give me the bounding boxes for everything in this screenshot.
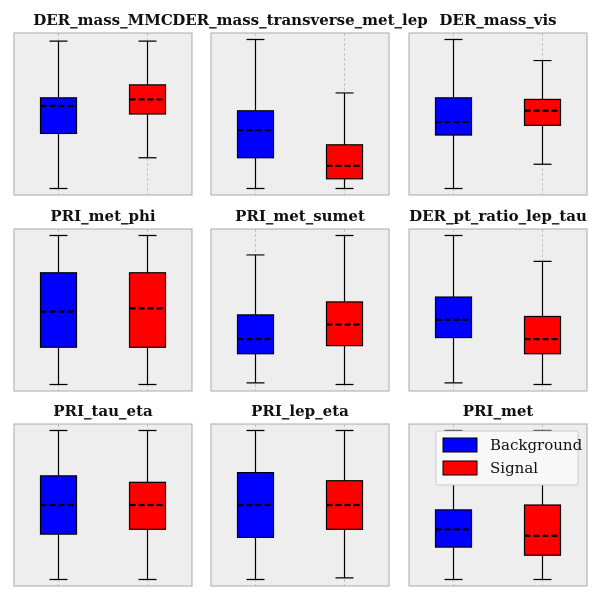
legend-swatch (442, 437, 478, 453)
panel-title: PRI_met_sumet (235, 207, 365, 225)
box-iqr (236, 314, 275, 355)
panel: DER_mass_MMC (13, 11, 193, 196)
panel-title: PRI_met (463, 402, 534, 420)
box-signal (325, 429, 364, 579)
box-signal (128, 429, 167, 581)
box-iqr (434, 296, 473, 339)
legend-label: Signal (490, 459, 538, 477)
box-iqr (523, 504, 562, 556)
panel: DER_pt_ratio_lep_tau (408, 207, 588, 392)
box-iqr (325, 144, 364, 180)
panel-title: DER_mass_transverse_met_lep (172, 11, 428, 29)
box-signal (128, 234, 167, 386)
box-signal (325, 234, 364, 386)
box-iqr (523, 315, 562, 355)
box-background (434, 234, 473, 384)
panel: PRI_met (408, 402, 588, 587)
box-signal (325, 92, 364, 190)
panel-title: DER_pt_ratio_lep_tau (409, 207, 587, 225)
legend-label: Background (490, 436, 583, 454)
panel-title: PRI_tau_eta (53, 402, 153, 420)
panel-title: DER_mass_MMC (33, 11, 173, 29)
box-iqr (434, 97, 473, 136)
box-iqr (523, 98, 562, 126)
box-iqr (39, 97, 78, 135)
panel: PRI_met_phi (13, 207, 193, 392)
panel-title: DER_mass_vis (439, 11, 556, 29)
box-signal (523, 59, 562, 165)
box-background (39, 40, 78, 190)
box-background (39, 234, 78, 386)
panel: PRI_met_sumet (210, 207, 390, 392)
panel-title: PRI_lep_eta (251, 402, 349, 420)
box-iqr (128, 272, 167, 348)
panel: DER_mass_transverse_met_lep (172, 11, 428, 196)
box-background (39, 429, 78, 581)
box-signal (523, 260, 562, 386)
panel: DER_mass_vis (408, 11, 588, 196)
box-iqr (39, 272, 78, 348)
legend-swatch (442, 460, 478, 476)
legend: Background Signal (435, 430, 583, 486)
box-background (236, 429, 275, 581)
box-signal (128, 40, 167, 159)
box-background (236, 38, 275, 190)
box-background (434, 429, 473, 581)
box-iqr (236, 110, 275, 159)
box-signal (523, 429, 562, 581)
panel: PRI_tau_eta (13, 402, 193, 587)
panel: PRI_lep_eta (210, 402, 390, 587)
box-background (236, 254, 275, 384)
panel-title: PRI_met_phi (50, 207, 155, 225)
box-background (434, 38, 473, 190)
